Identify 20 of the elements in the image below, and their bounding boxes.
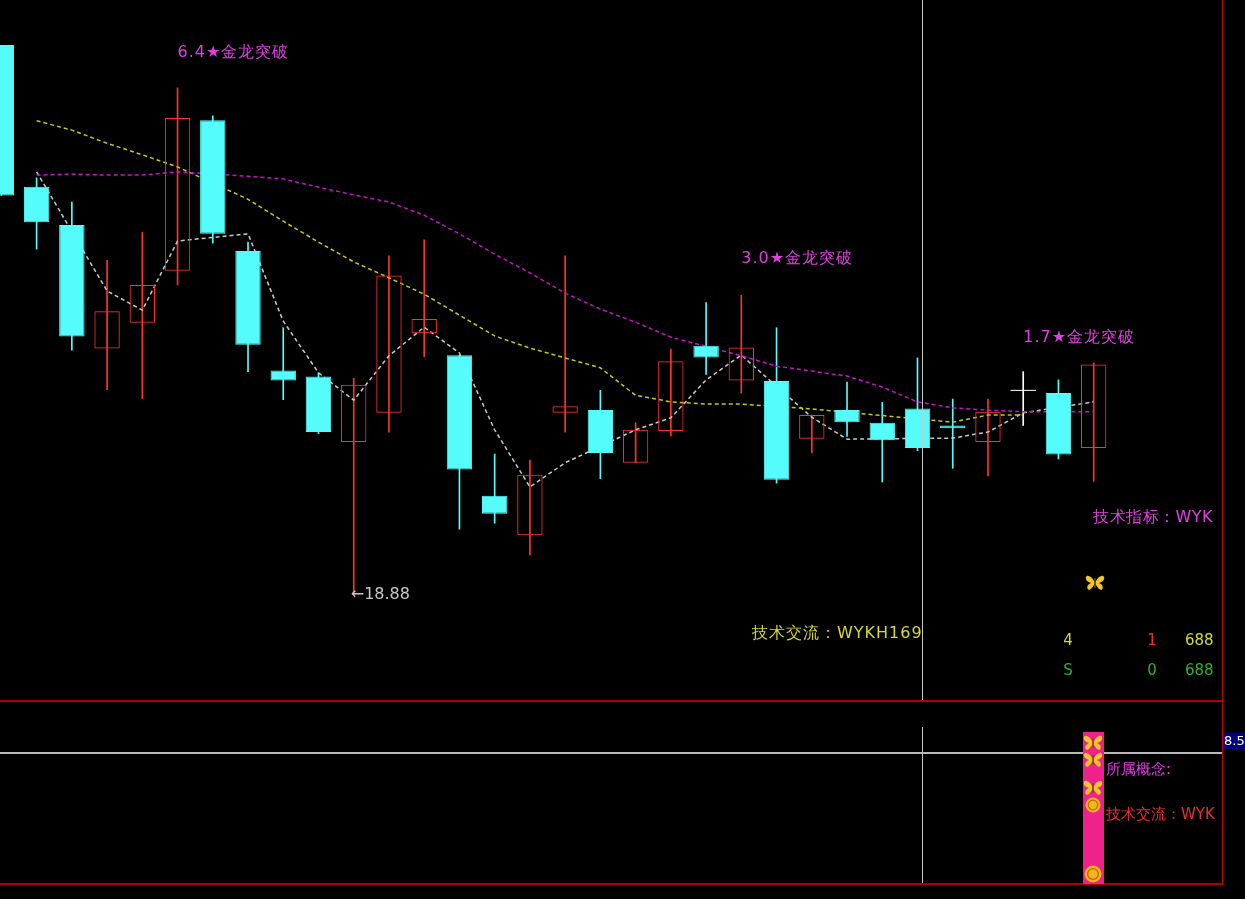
candlestick (940, 398, 966, 469)
text: 技术交流：WYK (1106, 805, 1215, 824)
annotation: 技术指标：WYK (1093, 506, 1214, 527)
text: 688 (1185, 631, 1214, 650)
text: 所属概念: (1106, 760, 1172, 779)
candlestick (834, 381, 860, 437)
annotation: 3.0★金龙突破 (741, 248, 854, 268)
text: 8.5 (1223, 732, 1245, 750)
candlestick (693, 302, 719, 375)
text: 1 (1147, 631, 1157, 650)
text: 688 (1185, 661, 1214, 680)
text: 0 (1147, 661, 1157, 680)
candlestick (869, 402, 895, 483)
text: S (1063, 661, 1073, 680)
text: 技术交流：WYKH169 (752, 622, 923, 643)
annotation: 6.4★金龙突破 (177, 41, 290, 62)
annotation: ←18.88 (350, 583, 410, 604)
annotation: 1.7★金龙突破 (1023, 326, 1135, 346)
candlestick (1010, 371, 1036, 426)
text: 4 (1063, 631, 1073, 650)
